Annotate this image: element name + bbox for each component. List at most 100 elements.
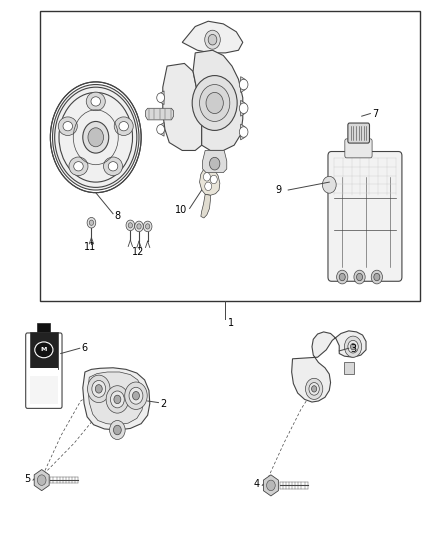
Polygon shape <box>240 77 247 92</box>
Circle shape <box>344 336 362 357</box>
Polygon shape <box>83 368 150 430</box>
Circle shape <box>83 122 109 153</box>
Circle shape <box>309 383 319 395</box>
Circle shape <box>157 93 165 102</box>
Circle shape <box>205 182 212 191</box>
Polygon shape <box>182 21 243 53</box>
Circle shape <box>129 387 143 404</box>
Ellipse shape <box>108 161 118 171</box>
Bar <box>30 333 58 369</box>
Circle shape <box>192 76 237 131</box>
Text: 10: 10 <box>175 205 187 215</box>
Circle shape <box>113 425 121 435</box>
Text: 3: 3 <box>350 344 357 354</box>
Polygon shape <box>292 331 366 402</box>
Circle shape <box>239 79 248 90</box>
Text: 7: 7 <box>372 109 379 118</box>
Circle shape <box>134 221 143 232</box>
Polygon shape <box>34 470 49 491</box>
Polygon shape <box>240 100 247 116</box>
Polygon shape <box>201 194 210 218</box>
Circle shape <box>95 385 102 393</box>
Circle shape <box>157 125 165 134</box>
Circle shape <box>210 175 217 184</box>
Polygon shape <box>158 91 164 104</box>
Polygon shape <box>193 50 243 150</box>
Ellipse shape <box>74 161 83 171</box>
Ellipse shape <box>114 117 133 135</box>
Circle shape <box>206 92 223 114</box>
Circle shape <box>89 220 94 225</box>
Circle shape <box>143 221 152 232</box>
Circle shape <box>205 30 220 49</box>
Circle shape <box>371 270 382 284</box>
Circle shape <box>106 386 129 413</box>
Text: 11: 11 <box>84 242 96 252</box>
Text: 8: 8 <box>114 212 120 221</box>
Text: 4: 4 <box>254 479 260 489</box>
Ellipse shape <box>103 157 123 175</box>
Circle shape <box>110 421 125 440</box>
Circle shape <box>88 128 103 147</box>
Circle shape <box>126 220 134 231</box>
Circle shape <box>114 395 121 403</box>
Ellipse shape <box>35 342 53 358</box>
FancyBboxPatch shape <box>26 333 62 408</box>
Circle shape <box>92 381 106 397</box>
Ellipse shape <box>91 97 100 106</box>
Polygon shape <box>263 475 279 496</box>
Bar <box>30 376 58 403</box>
Bar <box>30 368 58 372</box>
Text: 2: 2 <box>160 399 166 409</box>
Circle shape <box>239 103 248 114</box>
Polygon shape <box>158 123 164 136</box>
Circle shape <box>305 378 323 399</box>
Circle shape <box>337 270 348 284</box>
Polygon shape <box>145 108 173 120</box>
Ellipse shape <box>63 122 73 131</box>
FancyBboxPatch shape <box>345 139 372 158</box>
FancyBboxPatch shape <box>328 151 402 281</box>
Circle shape <box>357 273 363 281</box>
Circle shape <box>339 273 345 281</box>
Text: M: M <box>41 348 47 352</box>
Circle shape <box>110 391 124 408</box>
Circle shape <box>322 176 336 193</box>
Circle shape <box>37 475 46 486</box>
Text: 6: 6 <box>81 343 88 353</box>
FancyBboxPatch shape <box>348 123 370 143</box>
Circle shape <box>354 270 365 284</box>
Bar <box>39 11 420 301</box>
Polygon shape <box>200 166 220 195</box>
Text: 5: 5 <box>24 474 30 484</box>
Text: 9: 9 <box>276 185 282 195</box>
Circle shape <box>137 224 141 229</box>
Polygon shape <box>163 63 202 150</box>
Ellipse shape <box>69 157 88 175</box>
Circle shape <box>203 173 210 181</box>
Polygon shape <box>88 372 144 425</box>
Circle shape <box>145 224 150 229</box>
Ellipse shape <box>58 117 77 135</box>
Text: 1: 1 <box>228 318 234 328</box>
Circle shape <box>133 392 139 400</box>
Circle shape <box>348 341 358 353</box>
Ellipse shape <box>86 92 105 111</box>
Circle shape <box>53 85 139 190</box>
Polygon shape <box>240 124 247 140</box>
Bar <box>343 362 354 374</box>
Circle shape <box>267 480 275 491</box>
Circle shape <box>311 386 317 392</box>
Circle shape <box>200 85 230 122</box>
Bar <box>37 324 50 335</box>
Circle shape <box>87 217 96 228</box>
Circle shape <box>374 273 380 281</box>
Text: 12: 12 <box>131 247 144 257</box>
Circle shape <box>209 157 220 170</box>
Polygon shape <box>202 150 227 173</box>
Circle shape <box>208 35 217 45</box>
Ellipse shape <box>119 122 128 131</box>
Circle shape <box>88 375 110 402</box>
Circle shape <box>350 343 356 350</box>
Circle shape <box>125 382 147 409</box>
